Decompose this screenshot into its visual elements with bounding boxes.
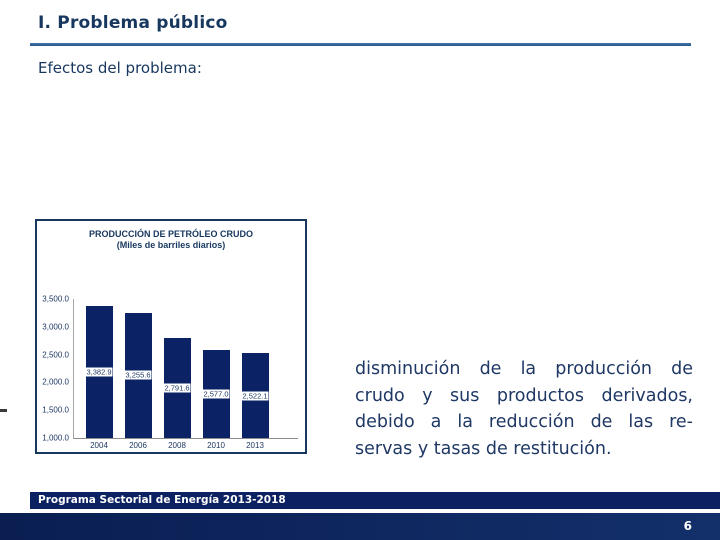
x-axis-category-label: 2013 — [246, 441, 264, 450]
bar-value-label: 2,577.0 — [202, 389, 230, 399]
bar-value-label: 2,791.6 — [163, 383, 191, 393]
x-axis-category-label: 2006 — [129, 441, 147, 450]
x-axis-category-label: 2010 — [207, 441, 225, 450]
chart-subtitle: (Miles de barriles diarios) — [116, 240, 226, 250]
bar-2013: 2,522.1 — [241, 353, 269, 438]
bar-value-label: 3,255.6 — [124, 370, 152, 380]
body-text-line: disminución de la producción de — [355, 359, 693, 379]
bar-2004: 3,382.9 — [85, 305, 113, 438]
y-axis-tick-label: 3,000.0 — [42, 322, 69, 332]
bar-2006: 3,255.6 — [124, 312, 152, 438]
bar-2008: 2,791.6 — [163, 338, 191, 438]
section-subtitle: Efectos del problema: — [38, 59, 202, 77]
body-text: disminución de la producción de crudo y … — [355, 356, 693, 462]
chart-panel: PRODUCCIÓN DE PETRÓLEO CRUDO (Miles de b… — [35, 219, 307, 454]
chart-plot-area: 3,382.9 2004 3,255.6 2006 2,791.6 2008 2,577.0… — [73, 299, 298, 450]
body-text-line: servas y tasas de restitución. — [355, 438, 612, 459]
y-axis-tick-label: 1,000.0 — [42, 433, 69, 443]
bar-2010: 2,577.0 — [202, 350, 230, 438]
y-axis-tick-label: 2,000.0 — [42, 377, 69, 387]
page-title: I. Problema público — [38, 13, 228, 33]
y-axis: 3,500.0 3,000.0 2,500.0 2,000.0 1,500.0 1,000… — [39, 295, 71, 443]
footer-text: Programa Sectorial de Energía 2013-2018 — [38, 494, 286, 506]
x-axis-category-label: 2008 — [168, 441, 186, 450]
page-number: 6 — [683, 519, 692, 533]
stray-dash-mark — [0, 409, 7, 412]
title-divider — [30, 43, 691, 46]
body-text-line: debido a la reducción de las re- — [355, 412, 693, 432]
bar-value-label: 3,382.9 — [85, 367, 113, 377]
chart-title: PRODUCCIÓN DE PETRÓLEO CRUDO — [88, 229, 253, 239]
x-axis-category-label: 2004 — [90, 441, 108, 450]
y-axis-tick-label: 2,500.0 — [42, 350, 69, 360]
body-text-line: crudo y sus productos derivados, — [355, 385, 693, 406]
y-axis-tick-label: 3,500.0 — [42, 294, 69, 304]
footer-band: Programa Sectorial de Energía 2013-2018 — [30, 492, 720, 509]
y-axis-tick-label: 1,500.0 — [42, 405, 69, 415]
bottom-bar: 6 — [0, 513, 720, 540]
bar-value-label: 2,522.1 — [241, 391, 269, 401]
